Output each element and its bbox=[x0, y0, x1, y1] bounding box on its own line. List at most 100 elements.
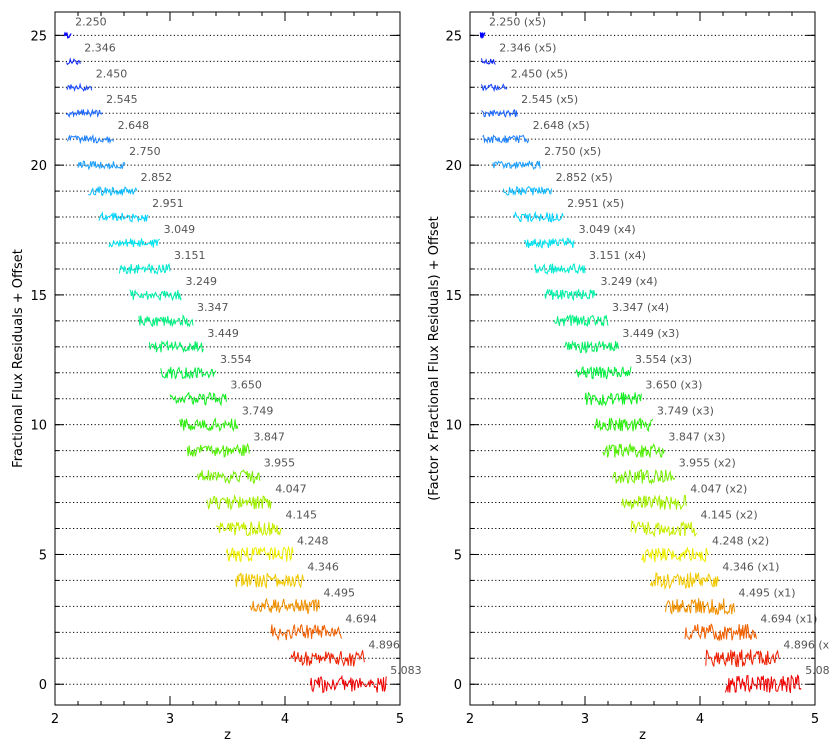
x-tick-label: 2 bbox=[51, 712, 59, 727]
series-label: 3.955 bbox=[264, 457, 296, 470]
series-label: 2.250 (x5) bbox=[489, 15, 546, 28]
series-trace bbox=[178, 417, 239, 433]
series-label: 4.248 bbox=[297, 534, 329, 547]
series-trace bbox=[66, 108, 103, 118]
y-tick-label: 10 bbox=[445, 419, 462, 434]
series-trace bbox=[186, 442, 250, 458]
series-trace bbox=[206, 493, 272, 511]
series-trace bbox=[482, 134, 530, 145]
series-trace bbox=[724, 674, 802, 694]
series-trace bbox=[492, 160, 541, 170]
series-label: 4.145 (x2) bbox=[701, 509, 758, 522]
series-trace bbox=[160, 366, 217, 380]
series-trace bbox=[684, 623, 757, 641]
series-trace bbox=[553, 314, 609, 327]
series-label: 2.545 bbox=[106, 93, 137, 106]
series-trace bbox=[138, 314, 194, 328]
series-trace bbox=[502, 185, 553, 196]
series-label: 4.346 bbox=[307, 560, 339, 573]
series-trace bbox=[705, 649, 780, 668]
series-trace bbox=[67, 133, 115, 145]
series-trace bbox=[584, 391, 642, 407]
series-trace bbox=[665, 598, 735, 616]
series-trace bbox=[148, 339, 204, 354]
series-label: 3.151 bbox=[174, 249, 206, 262]
series-label: 2.852 (x5) bbox=[556, 171, 613, 184]
series-label: 3.847 bbox=[253, 431, 285, 444]
x-tick-label: 3 bbox=[581, 712, 589, 727]
series-label: 4.896 (x1) bbox=[783, 638, 830, 651]
series-label: 2.951 bbox=[152, 197, 184, 210]
y-tick-label: 20 bbox=[30, 159, 47, 174]
series-trace bbox=[225, 545, 294, 563]
series-label: 2.750 bbox=[129, 145, 161, 158]
series-trace bbox=[269, 623, 342, 642]
series-trace bbox=[513, 210, 564, 223]
series-trace bbox=[98, 210, 149, 223]
series-trace bbox=[63, 31, 72, 39]
series-trace bbox=[641, 547, 709, 564]
series-label: 3.049 (x4) bbox=[579, 223, 636, 236]
series-label: 3.650 bbox=[230, 379, 262, 392]
series-trace bbox=[215, 521, 283, 537]
series-label: 3.749 bbox=[242, 405, 274, 418]
series-trace bbox=[523, 237, 575, 249]
series-label: 3.249 bbox=[186, 275, 218, 288]
series-label: 3.151 (x4) bbox=[589, 249, 646, 262]
series-label: 3.049 bbox=[164, 223, 196, 236]
y-tick-label: 20 bbox=[445, 159, 462, 174]
series-label: 2.852 bbox=[141, 171, 173, 184]
series-label: 4.896 bbox=[368, 638, 400, 651]
series-trace bbox=[129, 289, 182, 302]
series-label: 2.648 (x5) bbox=[533, 119, 590, 132]
series-trace bbox=[593, 417, 654, 433]
right-panel: 2.250 (x5) 2.346 (x5) 2.450 (x5) 2.545 (x5)… bbox=[427, 11, 830, 743]
y-tick-label: 25 bbox=[30, 29, 47, 44]
series-trace bbox=[87, 185, 138, 197]
series-trace bbox=[621, 494, 687, 511]
series-label: 3.249 (x4) bbox=[601, 275, 658, 288]
series-trace bbox=[66, 57, 81, 66]
series-trace bbox=[66, 82, 93, 92]
series-trace bbox=[481, 83, 508, 93]
y-tick-label: 0 bbox=[39, 678, 47, 693]
series-label: 4.248 (x2) bbox=[712, 534, 769, 547]
y-tick-label: 10 bbox=[30, 419, 47, 434]
series-trace bbox=[169, 391, 227, 407]
x-tick-label: 5 bbox=[396, 712, 404, 727]
series-label: 2.750 (x5) bbox=[544, 145, 601, 158]
x-tick-label: 3 bbox=[166, 712, 174, 727]
x-tick-label: 4 bbox=[281, 712, 289, 727]
y-tick-label: 15 bbox=[445, 289, 462, 304]
x-tick-label: 5 bbox=[811, 712, 819, 727]
series-label: 4.495 (x1) bbox=[739, 586, 796, 599]
series-label: 4.145 bbox=[286, 509, 318, 522]
series-label: 4.047 (x2) bbox=[690, 483, 747, 496]
series-label: 4.047 bbox=[275, 483, 307, 496]
series-label: 2.450 bbox=[96, 67, 128, 80]
series-trace bbox=[290, 650, 365, 667]
y-tick-label: 5 bbox=[39, 548, 47, 563]
series-label: 4.346 (x1) bbox=[722, 560, 779, 573]
left-panel: 2.250 2.346 2.450 2.545 2.648 2.750 2.852 2.951… bbox=[11, 11, 422, 743]
series-trace bbox=[533, 263, 586, 275]
series-trace bbox=[108, 238, 160, 248]
series-label: 3.449 bbox=[207, 327, 239, 340]
y-axis-title: (Factor x Fractional Flux Residuals) + O… bbox=[427, 216, 442, 501]
series-trace bbox=[544, 288, 597, 302]
y-tick-label: 15 bbox=[30, 289, 47, 304]
x-axis-title: z bbox=[639, 728, 646, 743]
series-trace bbox=[481, 58, 496, 65]
series-trace bbox=[630, 520, 697, 538]
series-label: 3.847 (x3) bbox=[668, 431, 725, 444]
series-trace bbox=[481, 108, 518, 118]
series-label: 4.694 (x1) bbox=[760, 612, 817, 625]
series-label: 4.495 bbox=[324, 586, 356, 599]
series-trace bbox=[250, 597, 320, 615]
series-label: 3.955 (x2) bbox=[679, 457, 736, 470]
series-label: 2.951 (x5) bbox=[567, 197, 624, 210]
series-trace bbox=[564, 340, 619, 354]
series-trace bbox=[77, 160, 126, 171]
x-tick-label: 2 bbox=[466, 712, 474, 727]
